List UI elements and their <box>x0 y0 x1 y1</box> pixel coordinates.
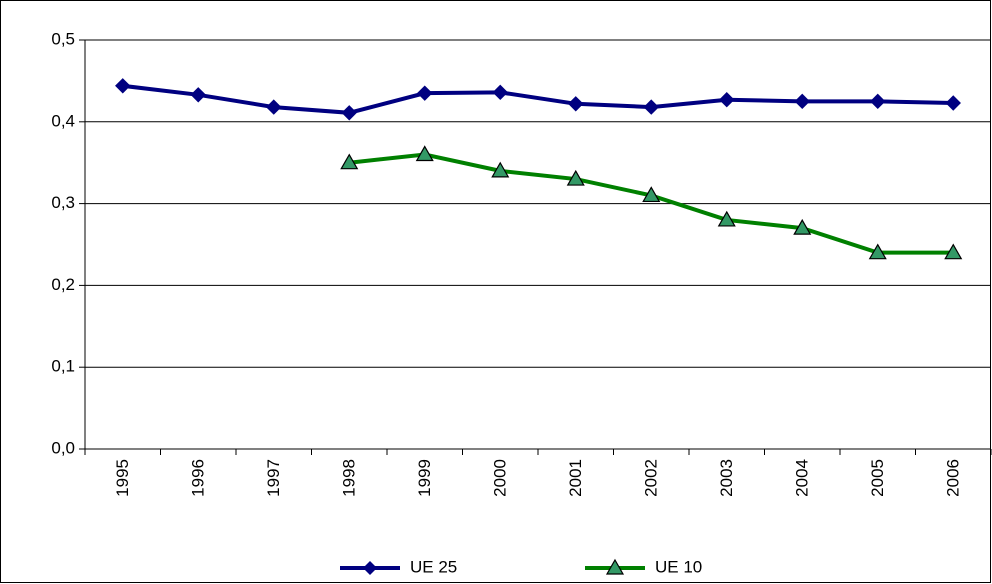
legend-marker <box>605 558 625 575</box>
marker <box>566 169 585 186</box>
marker <box>868 243 887 260</box>
marker <box>794 93 810 110</box>
y-tick-label: 0,0 <box>51 438 75 457</box>
x-tick-label: 2001 <box>566 459 585 497</box>
series <box>340 145 963 260</box>
x-tick-label: 2004 <box>793 459 812 497</box>
x-tick-label: 2006 <box>944 459 963 497</box>
x-tick-label: 2003 <box>717 459 736 497</box>
legend-label: UE 25 <box>410 557 457 576</box>
marker <box>944 243 963 260</box>
x-tick-label: 2002 <box>642 459 661 497</box>
marker <box>568 96 584 112</box>
marker <box>341 105 357 121</box>
legend-label: UE 10 <box>655 557 702 576</box>
line <box>122 83 954 115</box>
y-tick-label: 0,3 <box>51 193 75 212</box>
marker <box>340 153 359 170</box>
x-tick-label: 1996 <box>189 459 208 497</box>
marker <box>719 92 735 108</box>
marker <box>266 99 282 115</box>
marker <box>643 99 659 115</box>
x-tick-label: 2000 <box>491 459 510 497</box>
x-tick-label: 1995 <box>113 459 132 497</box>
marker <box>717 210 736 227</box>
marker <box>190 87 206 103</box>
y-tick-label: 0,1 <box>51 357 75 376</box>
marker <box>945 95 961 111</box>
marker <box>115 78 131 94</box>
marker <box>415 145 434 162</box>
marker <box>793 218 812 235</box>
y-tick-label: 0,5 <box>51 29 75 48</box>
legend-marker <box>363 561 377 575</box>
marker <box>491 161 510 178</box>
y-tick-label: 0,2 <box>51 275 75 294</box>
marker <box>417 85 433 101</box>
marker <box>492 84 508 101</box>
y-tick-label: 0,4 <box>51 111 75 130</box>
x-tick-label: 1998 <box>340 459 359 497</box>
series <box>115 78 961 121</box>
x-tick-label: 2005 <box>868 459 887 497</box>
x-tick-label: 1999 <box>415 459 434 497</box>
marker <box>870 93 886 110</box>
marker <box>642 186 661 203</box>
x-tick-label: 1997 <box>264 459 283 497</box>
